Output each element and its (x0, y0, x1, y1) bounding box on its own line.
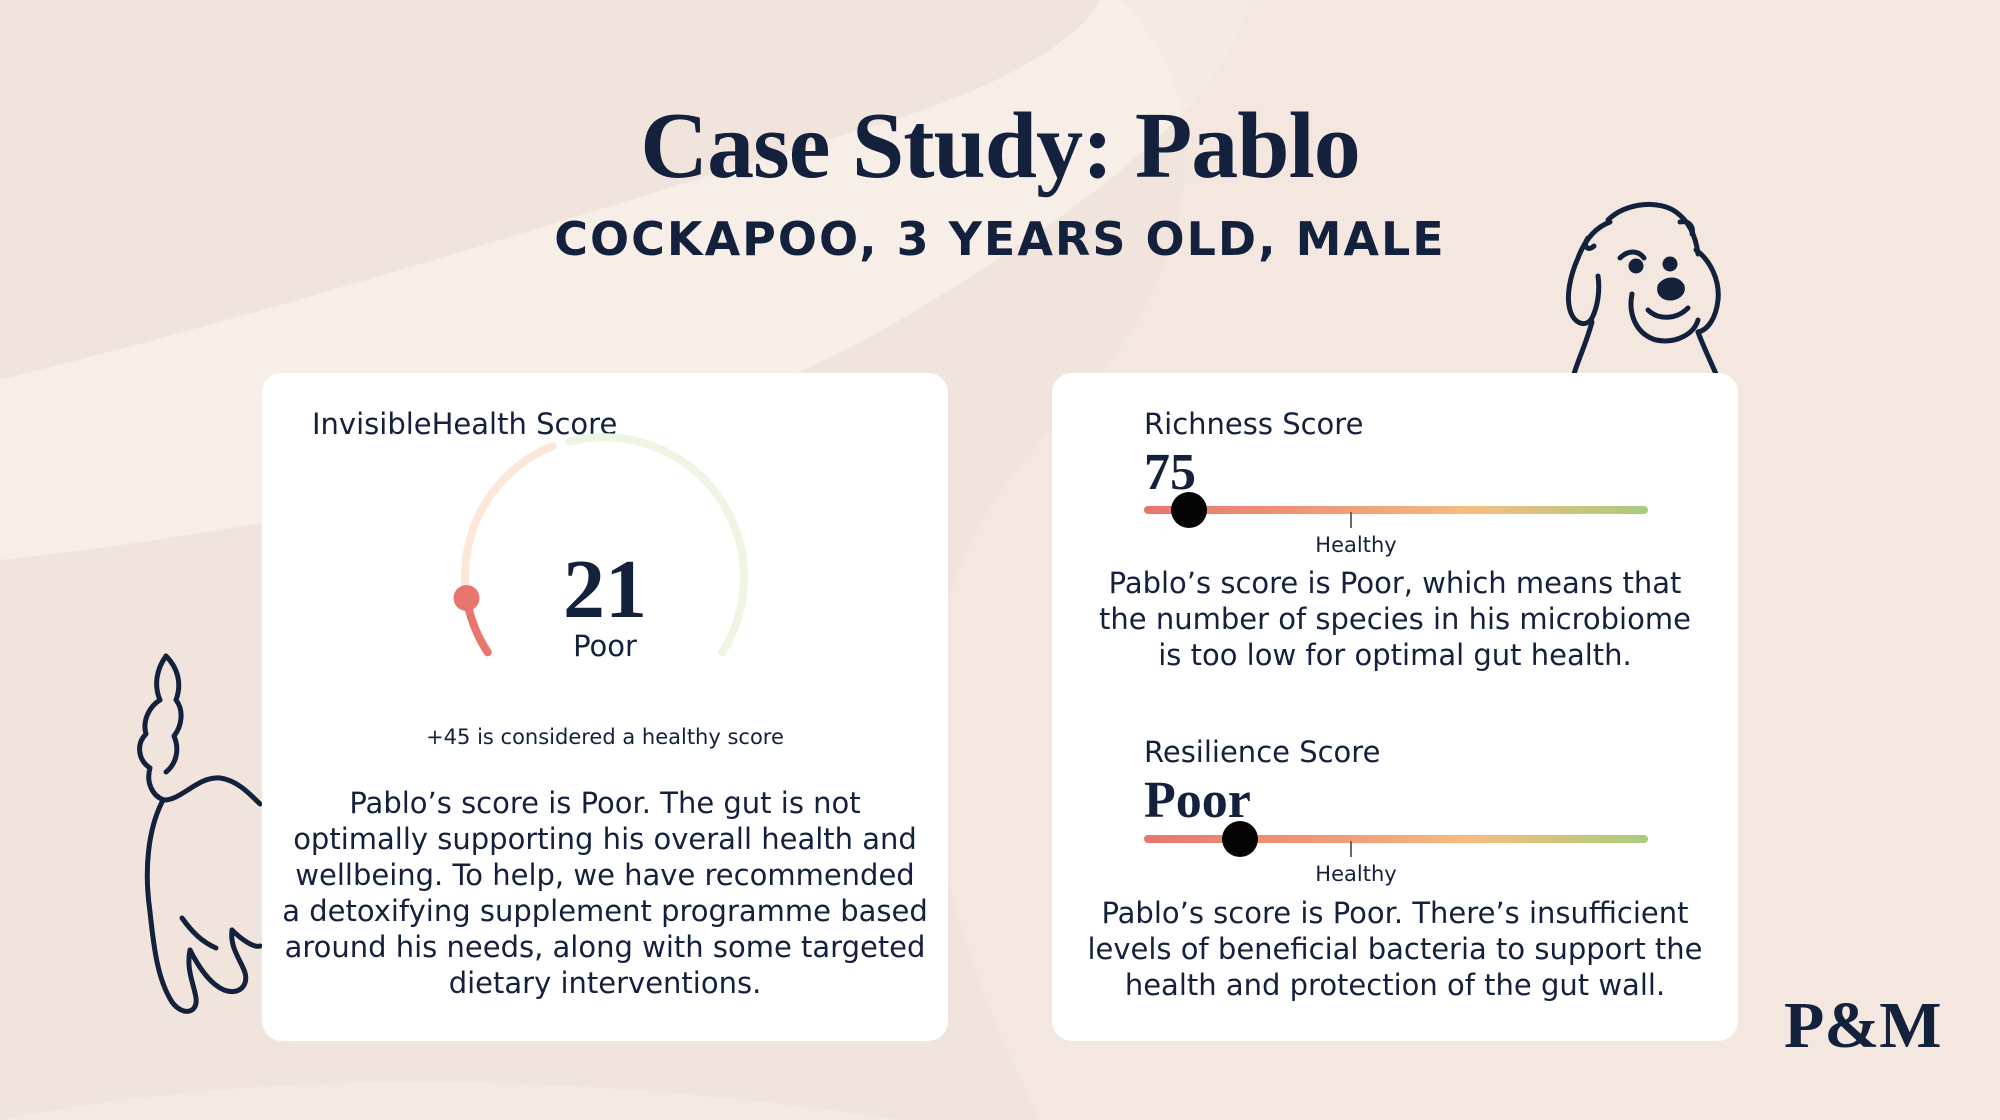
resilience-healthy-tick (1350, 841, 1352, 857)
gauge-track-green (565, 433, 749, 657)
dog-body-illustration (137, 653, 263, 1014)
richness-healthy-tick (1350, 512, 1352, 528)
resilience-marker (1221, 821, 1258, 857)
resilience-description: Pablo’s score is Poor. There’s insuffici… (1087, 896, 1703, 1002)
page-title: Case Study: Pablo (640, 94, 1360, 198)
health-score-status: Poor (573, 629, 637, 663)
health-score-gauge (453, 433, 749, 657)
resilience-value: Poor (1144, 772, 1251, 829)
invisible-health-description: Pablo’s score is Poor. The gut is not op… (282, 786, 928, 1000)
resilience-label: Resilience Score (1144, 735, 1381, 769)
resilience-healthy-label: Healthy (1315, 862, 1397, 886)
pm-logo: P&M (1784, 989, 1942, 1062)
richness-scale (1144, 492, 1648, 528)
richness-description: Pablo’s score is Poor, which means that … (1099, 566, 1691, 672)
richness-value: 75 (1144, 444, 1196, 501)
dog-head-illustration (1565, 201, 1721, 376)
invisible-health-card: InvisibleHealth Score 21 Poor +45 is con… (262, 373, 948, 1041)
page-subtitle: COCKAPOO, 3 YEARS OLD, MALE (554, 212, 1446, 266)
invisible-health-label: InvisibleHealth Score (312, 407, 618, 441)
microbiome-scores-card: Richness Score 75 Healthy Pablo’s score … (1052, 373, 1738, 1041)
healthy-threshold-note: +45 is considered a healthy score (426, 725, 784, 749)
richness-marker (1171, 492, 1208, 528)
gauge-marker (453, 585, 480, 611)
resilience-scale (1144, 821, 1648, 857)
richness-healthy-label: Healthy (1315, 533, 1397, 557)
health-score-value: 21 (563, 543, 647, 636)
richness-label: Richness Score (1144, 407, 1364, 441)
